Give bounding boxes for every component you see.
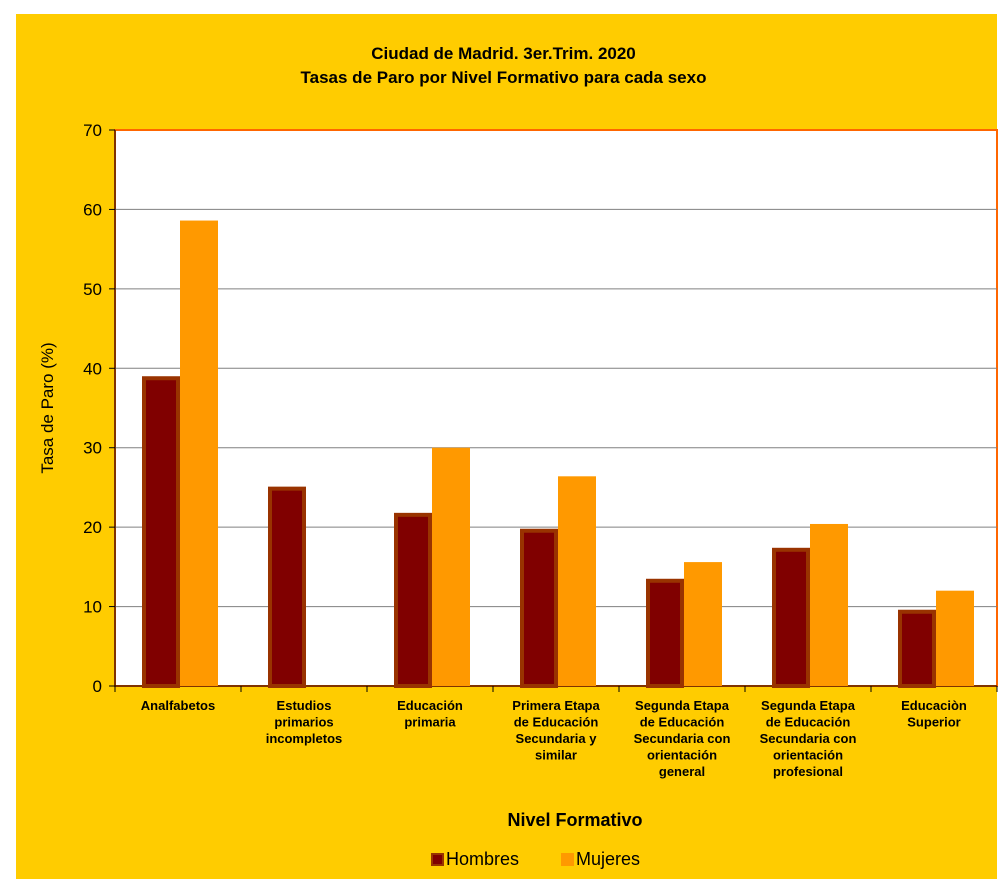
y-tick-label: 10 xyxy=(83,598,102,617)
legend-swatch-mujeres xyxy=(561,852,575,866)
x-tick-label: de Educación xyxy=(514,715,599,730)
x-tick-label: de Educación xyxy=(766,715,851,730)
x-tick-label: Segunda Etapa xyxy=(761,698,856,713)
x-tick-label: general xyxy=(659,764,705,779)
legend-item-hombres: Hombres xyxy=(431,849,519,870)
x-tick-label: primarios xyxy=(274,715,333,730)
bar-mujeres xyxy=(684,562,722,686)
legend-label-hombres: Hombres xyxy=(446,848,520,869)
legend-item-mujeres: Mujeres xyxy=(561,849,640,870)
bar-hombres xyxy=(394,512,432,688)
legend-label-mujeres: Mujeres xyxy=(576,848,641,869)
x-tick-label: similar xyxy=(535,748,577,763)
x-tick-label: Secundaria con xyxy=(760,731,857,746)
y-tick-label: 50 xyxy=(83,280,102,299)
legend-swatch-hombres xyxy=(431,852,444,866)
bar-mujeres xyxy=(810,523,848,686)
chart-subtitle: Tasas de Paro por Nivel Formativo para c… xyxy=(300,68,707,87)
y-tick-label: 70 xyxy=(83,121,102,140)
y-tick-label: 30 xyxy=(83,439,102,458)
y-tick-label: 40 xyxy=(83,359,102,378)
x-tick-label: Superior xyxy=(907,715,960,730)
x-tick-label: profesional xyxy=(773,764,843,779)
x-tick-label: Estudios xyxy=(277,698,332,713)
bar-hombres xyxy=(520,528,558,689)
bar-mujeres xyxy=(558,476,596,686)
x-tick-label: Secundaria y xyxy=(516,731,598,746)
bar-mujeres xyxy=(432,447,470,686)
y-tick-label: 20 xyxy=(83,518,102,537)
x-tick-label: Segunda Etapa xyxy=(635,698,730,713)
y-tick-label: 0 xyxy=(93,677,102,696)
x-tick-label: orientación xyxy=(647,748,717,763)
x-tick-label: Educaciòn xyxy=(901,698,967,713)
y-tick-label: 60 xyxy=(83,200,102,219)
x-tick-label: de Educación xyxy=(640,715,725,730)
legend: Hombres Mujeres xyxy=(431,848,682,870)
x-tick-label: orientación xyxy=(773,748,843,763)
x-tick-label: primaria xyxy=(404,715,456,730)
bar-mujeres xyxy=(936,590,974,686)
x-axis-title: Nivel Formativo xyxy=(507,810,643,830)
x-tick-label: Educación xyxy=(397,698,463,713)
bar-hombres xyxy=(142,376,180,688)
bar-hombres xyxy=(268,486,306,688)
bar-mujeres xyxy=(180,220,218,686)
chart-title: Ciudad de Madrid. 3er.Trim. 2020 xyxy=(371,44,636,63)
x-tick-label: Secundaria con xyxy=(634,731,731,746)
bar-hombres xyxy=(646,578,684,688)
bar-hombres xyxy=(898,609,936,689)
y-axis-title: Tasa de Paro (%) xyxy=(38,342,57,473)
x-tick-label: Primera Etapa xyxy=(512,698,600,713)
x-tick-label: Analfabetos xyxy=(141,698,215,713)
x-tick-label: incompletos xyxy=(266,731,343,746)
bar-hombres xyxy=(772,547,810,689)
